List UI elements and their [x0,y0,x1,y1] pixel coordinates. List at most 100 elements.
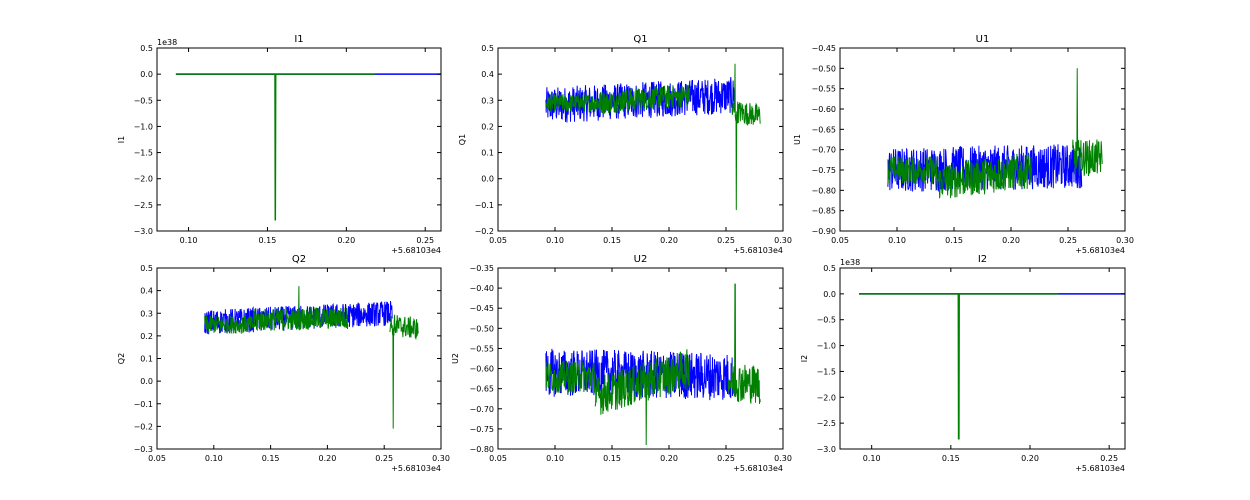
y-tick-label: 0.5 [140,44,153,53]
x-tick-label: 0.25 [1059,236,1077,245]
x-tick-label: 0.20 [318,454,336,463]
series-group [545,63,761,211]
subplot-u2: 0.05 0.10 0.15 0.20 0.25 0.30 −0.35 −0.40 −0.45 −… [451,254,792,473]
y-tick-label: 0.5 [481,44,494,53]
y-tick-label: −1.5 [134,149,153,158]
series-group [859,293,1125,440]
x-tick-label: 0.20 [337,236,355,245]
y-tick-label: −0.50 [469,324,494,333]
y-tick-label: −0.75 [811,166,836,175]
series-line-2 [594,84,690,114]
y-tick-label: −0.40 [469,284,494,293]
x-offset-label: +5.68103e4 [733,246,783,255]
y-tick-label: 0.2 [481,122,494,131]
x-tick-label: 0.10 [863,454,881,463]
y-tick-label: 0.1 [481,149,494,158]
series-line-1 [545,92,596,113]
series-group [204,286,419,429]
x-tick-label: 0.15 [945,236,963,245]
y-tick-label: −2.5 [134,201,153,210]
y-tick-label: −1.5 [817,367,836,376]
y-tick-label: −0.2 [475,227,494,236]
y-tick-label: −0.5 [817,316,836,325]
y-tick-label: −0.3 [134,445,153,454]
y-tick-label: −0.90 [811,227,836,236]
x-tick-label: 0.10 [546,236,564,245]
y-tick-label: −0.80 [811,186,836,195]
y-axis-label: U1 [793,134,802,145]
y-tick-label: −0.75 [469,425,494,434]
axes-frame [497,267,784,450]
subplot-title: Q2 [292,254,306,265]
x-tick-label: 0.20 [1021,454,1039,463]
series-line-1 [204,315,255,334]
y-tick-label: 0.1 [140,355,153,364]
y-axis-label: Q1 [458,134,467,145]
y-tick-label: 0.5 [140,264,153,273]
y-tick-label: −0.55 [469,344,494,353]
y-tick-label: −0.60 [469,365,494,374]
subplot-i1: 0.10 0.15 0.20 0.25 0.5 0.0 −0.5 −1.0 −1.5 −2.0 −2… [117,34,442,255]
x-tick-label: 0.20 [660,454,678,463]
y-axis-label: I2 [800,355,809,362]
x-tick-label: 0.30 [1116,236,1134,245]
series-line-1 [887,155,938,184]
y-axis-label: U2 [451,353,460,364]
series-line-1 [859,293,1059,440]
x-tick-label: 0.15 [259,236,277,245]
x-tick-label: 0.05 [489,454,507,463]
y-tick-label: 0.0 [140,70,153,79]
x-tick-label: 0.30 [432,454,450,463]
y-tick-label: 0.4 [481,70,494,79]
y-tick-label: 0.5 [823,264,836,273]
x-tick-label: 0.15 [603,454,621,463]
y-tick-label: −0.65 [811,125,836,134]
subplot-q2: 0.05 0.10 0.15 0.20 0.25 0.30 0.5 0.4 0.3 0.2 0.1 0… [117,254,450,473]
y-tick-label: −0.45 [469,304,494,313]
x-tick-label: 0.10 [205,454,223,463]
y-tick-label: 0.3 [140,309,153,318]
y-tick-label: −2.0 [817,393,836,402]
series-line-3 [727,283,761,404]
x-tick-label: 0.10 [546,454,564,463]
x-tick-label: 0.15 [603,236,621,245]
subplot-title: U2 [634,254,648,265]
axes-frame [839,47,1126,232]
subplot-u1: 0.05 0.10 0.15 0.20 0.25 0.30 −0.45 −0.50 −0.55 −… [793,34,1134,255]
axes-frame [497,47,784,232]
x-tick-label: 0.05 [148,454,166,463]
x-tick-label: 0.10 [888,236,906,245]
series-group [545,283,761,446]
y-tick-label: −0.55 [811,85,836,94]
x-tick-label: 0.25 [375,454,393,463]
y-tick-label: −0.70 [811,146,836,155]
y-axis-label: Q2 [117,353,126,364]
y-tick-label: −0.60 [811,105,836,114]
x-tick-label: 0.25 [1100,454,1118,463]
series-line-1 [545,360,596,394]
subplot-title: I1 [294,34,303,45]
series-group [887,68,1103,199]
x-offset-label: +5.68103e4 [391,464,441,473]
y-tick-label: −0.45 [811,44,836,53]
subplot-title: I2 [978,254,987,265]
x-tick-label: 0.20 [1002,236,1020,245]
x-tick-label: 0.30 [774,236,792,245]
y-tick-label: −0.65 [469,385,494,394]
axes-frame [156,47,442,232]
y-tick-label: −0.1 [475,201,494,210]
x-tick-label: 0.25 [717,236,735,245]
series-line-2 [936,152,1032,199]
series-group [175,73,441,221]
x-offset-label: +5.68103e4 [391,246,441,255]
series-line-2 [594,349,690,446]
y-tick-label: 0.0 [823,290,836,299]
y-tick-label: −0.50 [811,64,836,73]
series-line-2 [253,286,349,331]
y-tick-label: 0.3 [481,96,494,105]
series-line-1 [175,73,375,221]
x-tick-label: 0.10 [180,236,198,245]
x-tick-label: 0.20 [660,236,678,245]
x-tick-label: 0.05 [831,236,849,245]
